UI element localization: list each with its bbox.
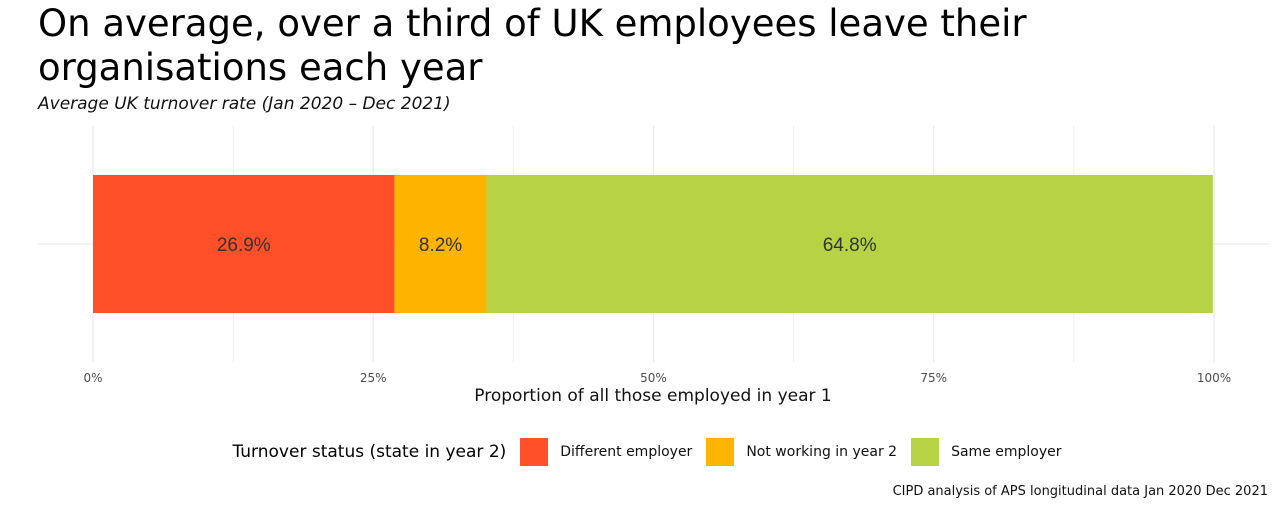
bar-value-label: 26.9% — [217, 235, 271, 256]
legend-swatch-same-employer — [911, 438, 940, 466]
bar-value-label: 64.8% — [823, 235, 877, 256]
legend: Turnover status (state in year 2) Differ… — [0, 438, 1280, 466]
bar-value-label: 8.2% — [419, 235, 462, 256]
x-tick-label: 75% — [920, 371, 947, 385]
chart-subtitle: Average UK turnover rate (Jan 2020 – Dec… — [38, 94, 451, 114]
legend-item-not-working: Not working in year 2 — [706, 438, 897, 466]
chart-plot-area: 26.9% 8.2% 64.8% 0% 25% 50% 75% 100% — [38, 126, 1270, 385]
chart-title: On average, over a third of UK employees… — [38, 2, 1027, 89]
legend-item-different-employer: Different employer — [520, 438, 692, 466]
legend-label: Not working in year 2 — [746, 444, 898, 460]
bar-segment-0 — [93, 175, 395, 313]
x-axis-title: Proportion of all those employed in year… — [474, 386, 832, 406]
x-tick-label: 0% — [83, 371, 102, 385]
legend-label: Same employer — [951, 444, 1062, 460]
legend-title: Turnover status (state in year 2) — [232, 442, 507, 462]
bar-segments — [93, 175, 1213, 313]
legend-item-same-employer: Same employer — [911, 438, 1062, 466]
legend-label: Different employer — [560, 444, 693, 460]
bar-value-labels: 26.9% 8.2% 64.8% — [217, 235, 877, 256]
bar-segment-2 — [486, 175, 1213, 313]
bar-segment-1 — [394, 175, 487, 313]
source-caption: CIPD analysis of APS longitudinal data J… — [892, 484, 1268, 499]
legend-swatch-not-working — [706, 438, 735, 466]
x-tick-label: 25% — [360, 371, 387, 385]
legend-swatch-different-employer — [520, 438, 549, 466]
x-tick-label: 50% — [640, 371, 667, 385]
x-axis-ticks: 0% 25% 50% 75% 100% — [83, 371, 1231, 385]
x-tick-label: 100% — [1197, 371, 1231, 385]
